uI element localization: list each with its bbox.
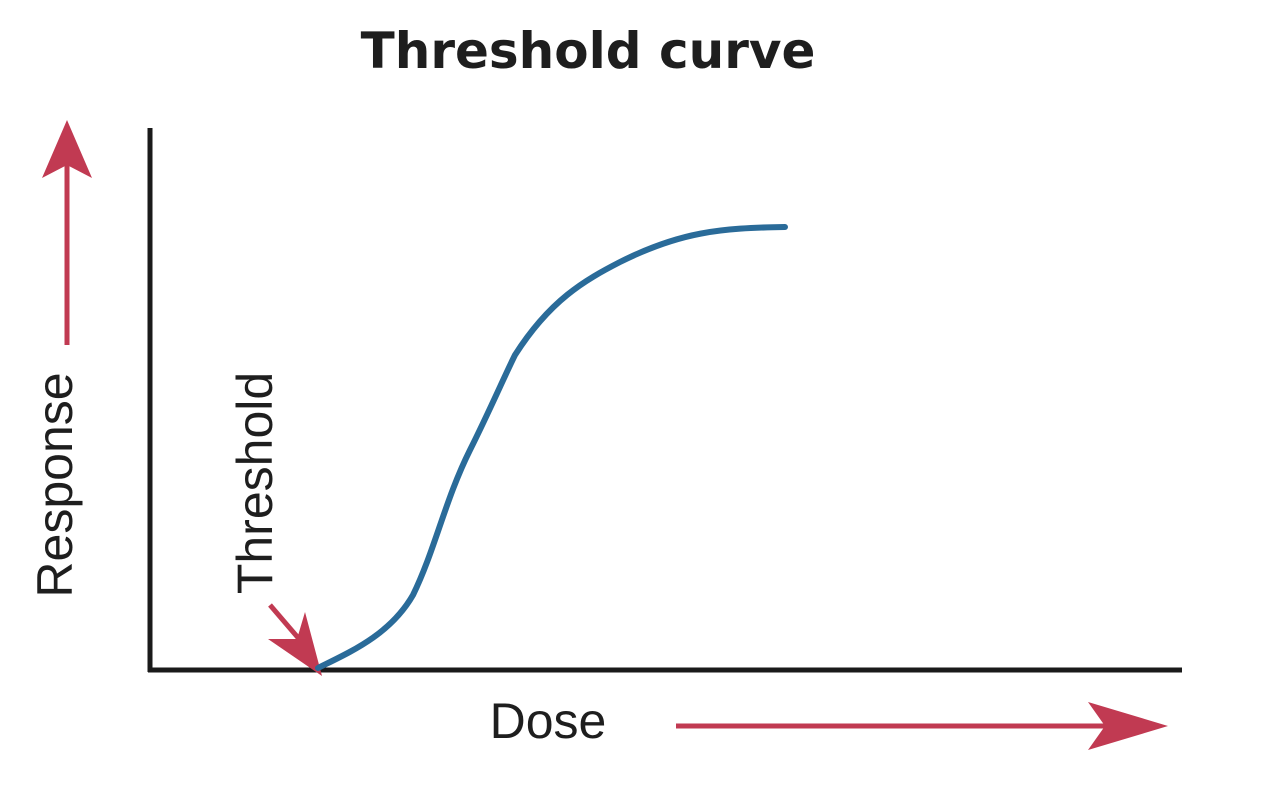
response-direction-arrow-icon xyxy=(42,120,92,345)
threshold-pointer-arrow-icon xyxy=(268,603,322,676)
y-axis-label: Response xyxy=(27,372,83,597)
diagram-title: Threshold curve xyxy=(361,22,816,80)
dose-direction-arrow-icon xyxy=(676,702,1168,750)
threshold-annotation-label: Threshold xyxy=(227,372,283,594)
x-axis-label: Dose xyxy=(490,693,607,749)
dose-response-curve xyxy=(315,224,788,671)
